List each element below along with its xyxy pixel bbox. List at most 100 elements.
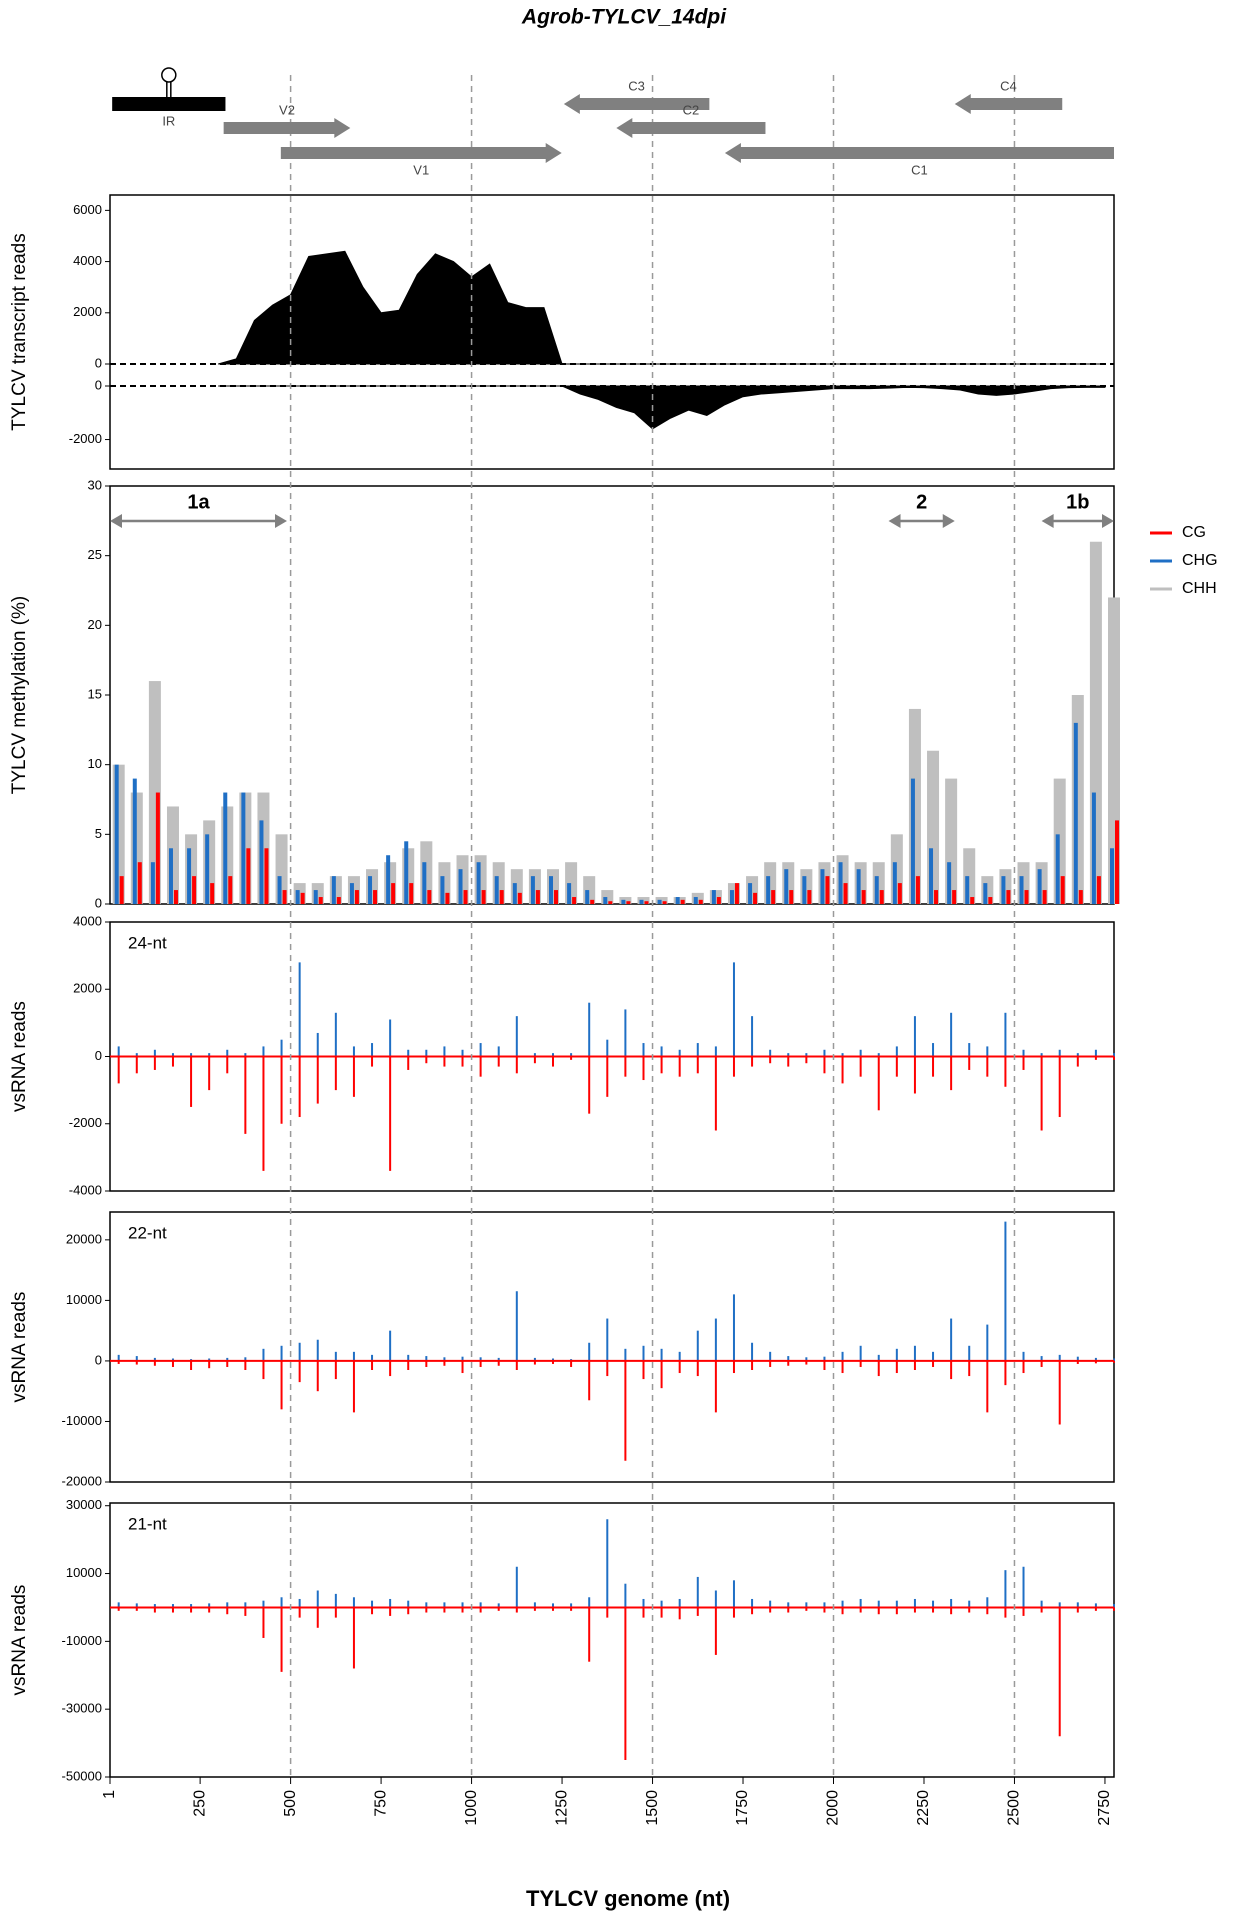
x-tick-label: 250	[191, 1790, 208, 1817]
methylation-bar	[354, 890, 359, 904]
methylation-bar	[137, 862, 142, 904]
methylation-bar	[711, 890, 716, 904]
x-tick-label: 2750	[1096, 1790, 1113, 1826]
feature-label: C1	[911, 162, 928, 177]
x-tick-label: 2000	[825, 1790, 842, 1826]
methylation-bar	[499, 890, 504, 904]
methylation-bar	[657, 899, 662, 904]
feature-label: V2	[279, 102, 295, 117]
arrow-head	[274, 514, 287, 528]
x-tick-label: 1750	[734, 1790, 751, 1826]
y-axis-title: vsRNA reads	[9, 1585, 30, 1696]
x-tick-label: 2250	[915, 1790, 932, 1826]
methylation-bar	[458, 869, 463, 904]
methylation-bar	[132, 778, 137, 904]
methylation-bar	[621, 899, 626, 904]
methylation-bar	[680, 899, 685, 904]
methylation-bar	[241, 792, 246, 904]
methylation-bar	[391, 883, 396, 904]
methylation-bar	[644, 901, 649, 904]
methylation-bar	[734, 883, 739, 904]
y-tick-label: 30000	[66, 1497, 102, 1512]
methylation-bar	[282, 890, 287, 904]
y-tick-label: -2000	[69, 1115, 102, 1130]
x-tick-label: 1250	[553, 1790, 570, 1826]
methylation-bar	[693, 897, 698, 904]
methylation-bar	[155, 792, 160, 904]
methylation-bar	[476, 862, 481, 904]
x-tick-label: 500	[282, 1790, 299, 1817]
methylation-bar	[748, 883, 753, 904]
methylation-bar	[771, 890, 776, 904]
genome-feature	[563, 94, 710, 114]
y-axis-title: TYLCV methylation (%)	[9, 596, 30, 795]
feature-label: C2	[683, 102, 700, 117]
methylation-bar	[970, 897, 975, 904]
methylation-bar	[114, 764, 119, 904]
methylation-bar	[481, 890, 486, 904]
methylation-bar	[173, 890, 178, 904]
methylation-bar	[1096, 876, 1101, 904]
y-tick-label: 0	[95, 1352, 102, 1367]
methylation-bar	[349, 883, 354, 904]
y-tick-label: -50000	[62, 1768, 102, 1783]
panel-frame	[109, 1502, 1115, 1778]
region-label: 1b	[1066, 491, 1089, 513]
arrow-head	[1041, 514, 1054, 528]
x-tick-label: 1	[101, 1790, 118, 1799]
methylation-bar	[1060, 876, 1065, 904]
methylation-bar	[639, 899, 644, 904]
methylation-bar	[874, 876, 879, 904]
methylation-bar	[766, 876, 771, 904]
legend-label: CHG	[1182, 552, 1218, 569]
methylation-bar	[789, 890, 794, 904]
feature-label: C4	[1000, 78, 1017, 93]
y-tick-label: 15	[88, 686, 102, 701]
methylation-bar	[910, 778, 915, 904]
methylation-bar	[603, 897, 608, 904]
methylation-bar	[892, 862, 897, 904]
methylation-bar	[698, 899, 703, 904]
methylation-bar	[934, 890, 939, 904]
methylation-bar	[549, 876, 554, 904]
methylation-bar	[988, 897, 993, 904]
x-tick-label: 1500	[644, 1790, 661, 1826]
methylation-bar	[952, 890, 957, 904]
y-tick-label: 20000	[66, 1231, 102, 1246]
methylation-bar	[861, 890, 866, 904]
y-tick-label: 4000	[73, 253, 102, 268]
figure-title: Agrob-TYLCV_14dpi	[521, 6, 727, 29]
methylation-bar	[259, 820, 264, 904]
genome-feature	[954, 94, 1063, 114]
y-tick-label: 20	[88, 617, 102, 632]
y-tick-label: 2000	[73, 981, 102, 996]
methylation-bar	[422, 862, 427, 904]
methylation-bar	[535, 890, 540, 904]
methylation-bar	[929, 848, 934, 904]
y-tick-label: -10000	[62, 1413, 102, 1428]
methylation-bar	[205, 834, 210, 904]
methylation-bar	[192, 876, 197, 904]
methylation-bar	[336, 897, 341, 904]
y-tick-label: 0	[95, 377, 102, 392]
methylation-bar	[856, 869, 861, 904]
methylation-bar	[1078, 890, 1083, 904]
y-tick-label: 5	[95, 826, 102, 841]
methylation-bar	[820, 869, 825, 904]
methylation-bar	[463, 890, 468, 904]
methylation-bar	[1037, 869, 1042, 904]
methylation-bar	[168, 848, 173, 904]
methylation-bar	[440, 876, 445, 904]
y-tick-label: -4000	[69, 1182, 102, 1197]
y-tick-label: 2000	[73, 304, 102, 319]
region-label: 1a	[187, 491, 210, 513]
y-tick-label: 6000	[73, 202, 102, 217]
methylation-bar	[879, 890, 884, 904]
methylation-bar	[915, 876, 920, 904]
methylation-bar	[825, 876, 830, 904]
methylation-bar	[1024, 890, 1029, 904]
panel-frame	[109, 1211, 1115, 1483]
x-tick-label: 750	[372, 1790, 389, 1817]
